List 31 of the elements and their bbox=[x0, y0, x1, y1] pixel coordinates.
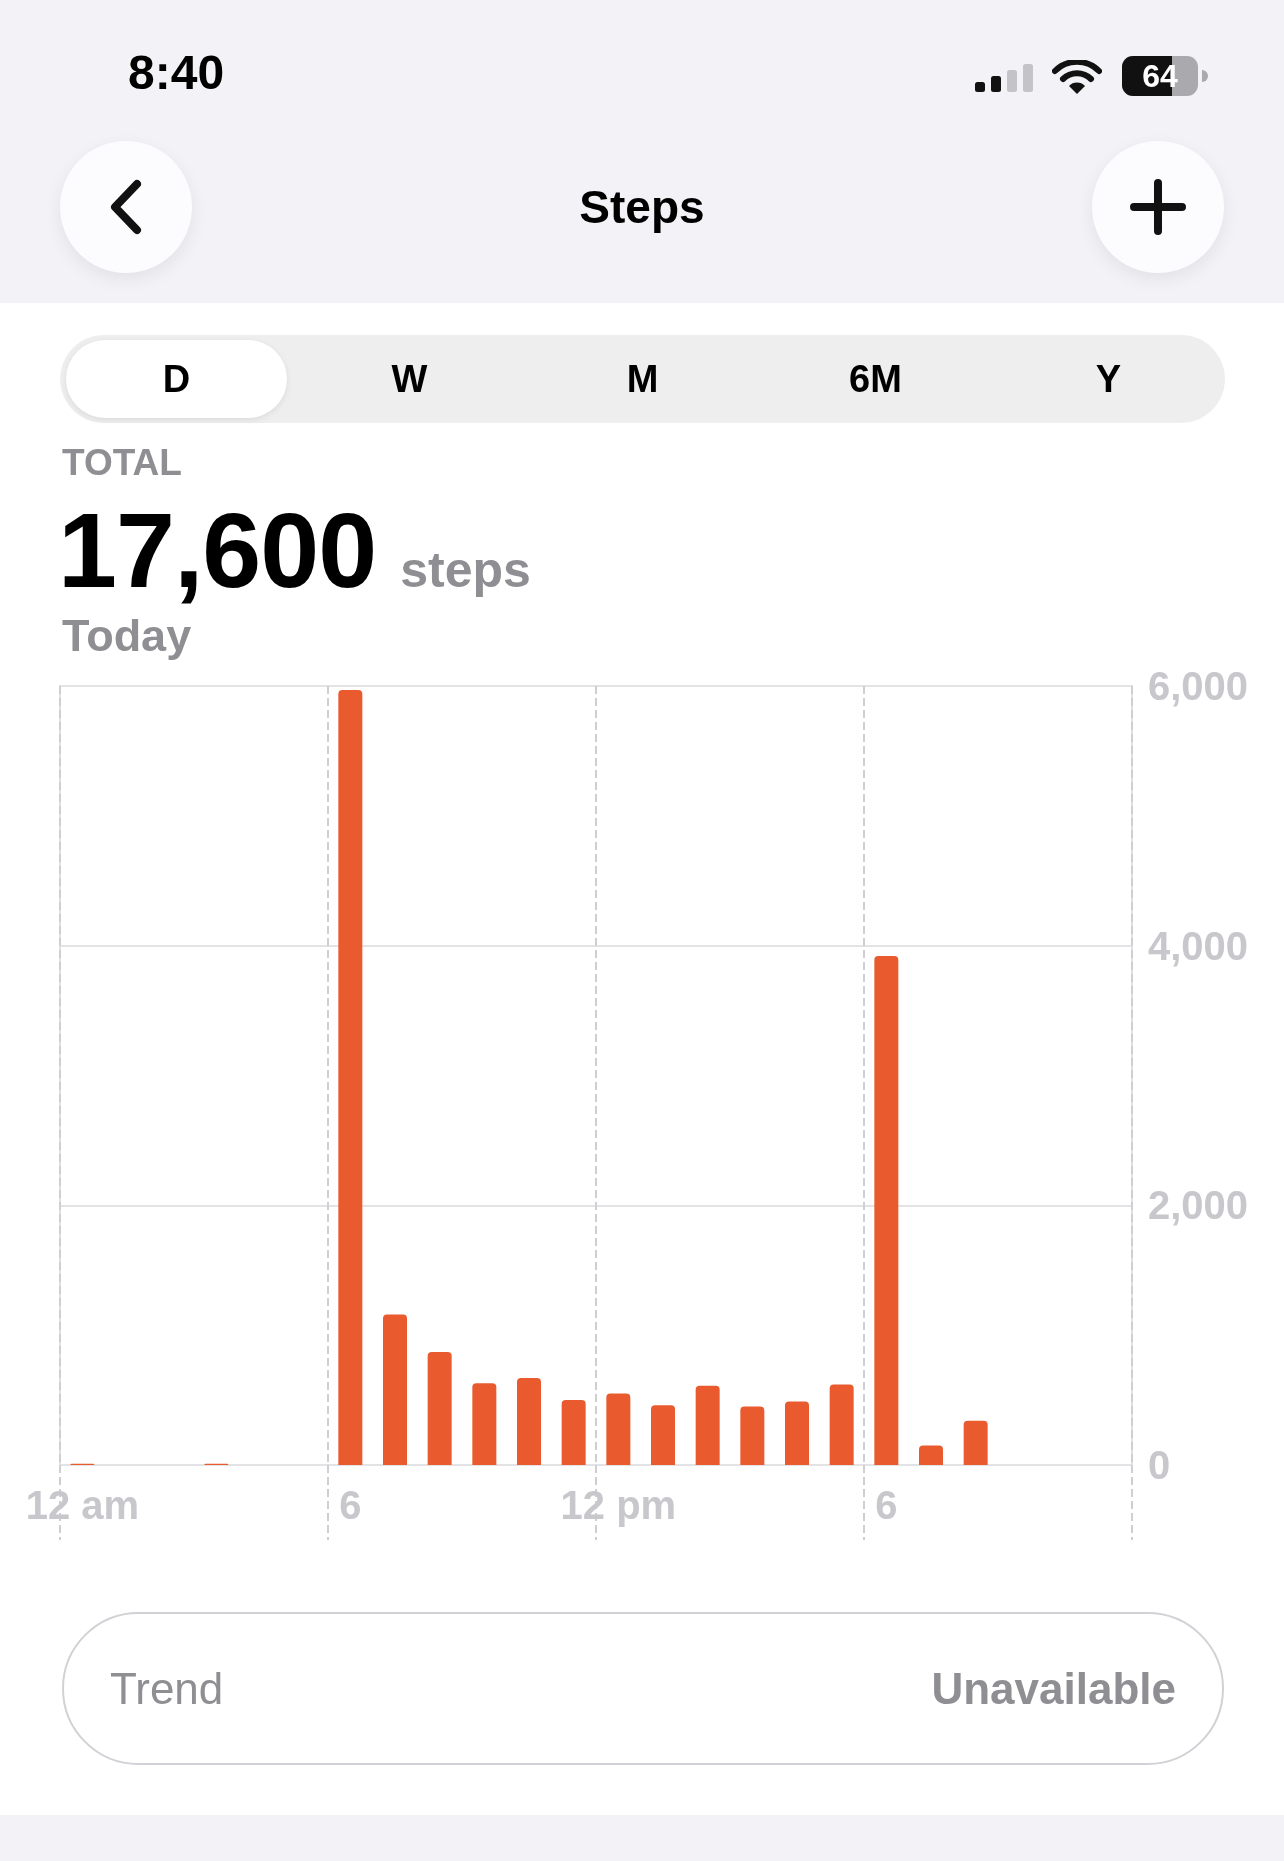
x-tick-label: 12 am bbox=[25, 1483, 140, 1527]
bar bbox=[383, 1314, 407, 1465]
bar bbox=[695, 1385, 720, 1465]
bar bbox=[874, 956, 899, 1465]
period-selector: D W M 6M Y bbox=[60, 335, 1225, 423]
bar bbox=[561, 1400, 586, 1465]
text: 17,600 bbox=[58, 491, 377, 609]
bar bbox=[338, 689, 363, 1465]
bar bbox=[785, 1401, 809, 1465]
chart-title: Steps bbox=[578, 180, 706, 234]
bar bbox=[963, 1420, 988, 1465]
trend-card: Trend Unavailable bbox=[62, 1612, 1224, 1765]
y-tick-label: 4,000 bbox=[1148, 923, 1249, 968]
x-tick-label: 6 bbox=[875, 1483, 898, 1527]
bar bbox=[606, 1393, 631, 1465]
bar bbox=[829, 1384, 854, 1465]
y-tick-label: 6,000 bbox=[1148, 664, 1249, 708]
y-tick-label: 2,000 bbox=[1148, 1183, 1249, 1228]
text: 8:40 bbox=[128, 46, 225, 99]
bar bbox=[651, 1405, 675, 1465]
bar bbox=[472, 1383, 497, 1465]
bar bbox=[517, 1378, 541, 1465]
bar bbox=[427, 1352, 452, 1465]
bar bbox=[919, 1445, 943, 1465]
text: Today bbox=[62, 610, 192, 661]
x-tick-label: 12 pm bbox=[560, 1483, 677, 1527]
x-tick-label: 6 bbox=[339, 1483, 362, 1527]
text: steps bbox=[400, 542, 531, 598]
y-tick-label: 0 bbox=[1148, 1443, 1171, 1487]
bar bbox=[740, 1406, 765, 1465]
text: TOTAL bbox=[62, 441, 182, 485]
